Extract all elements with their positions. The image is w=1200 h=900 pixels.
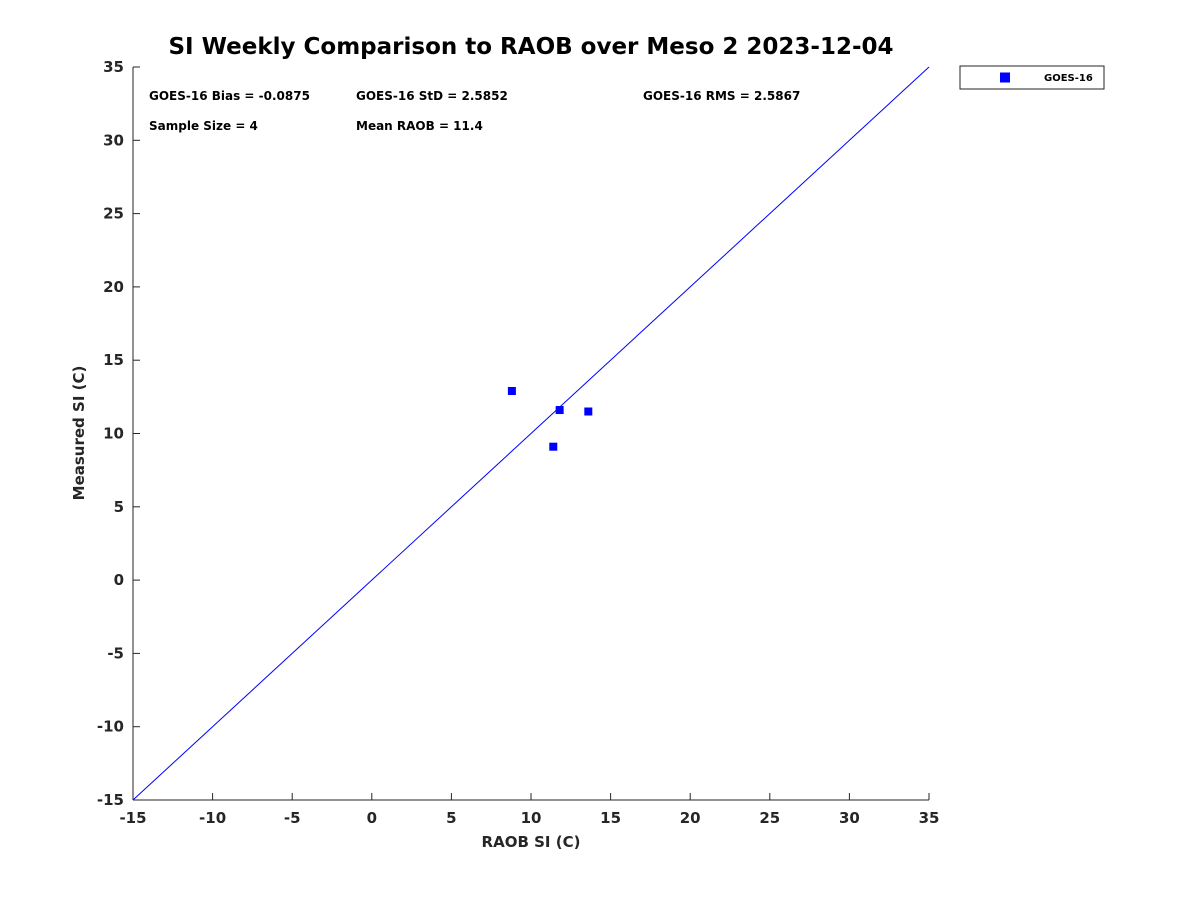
y-tick-label: -5 (107, 644, 124, 662)
x-tick-label: 35 (919, 809, 940, 827)
x-tick-label: 10 (521, 809, 542, 827)
y-tick-label: 15 (103, 351, 124, 369)
std-annotation: GOES-16 StD = 2.5852 (356, 89, 508, 103)
y-tick-label: 20 (103, 278, 124, 296)
x-axis-label: RAOB SI (C) (482, 833, 581, 851)
data-point (549, 442, 558, 451)
one-to-one-line (132, 66, 930, 801)
x-tick-label: 15 (600, 809, 621, 827)
mean-raob-annotation: Mean RAOB = 11.4 (356, 119, 483, 133)
y-axis-label: Measured SI (C) (70, 366, 88, 501)
y-tick-label: -15 (97, 791, 124, 809)
legend-marker-square (1000, 72, 1010, 83)
y-tick-label: 35 (103, 58, 124, 76)
x-tick-label: -15 (119, 809, 146, 827)
data-point (555, 406, 564, 415)
y-tick-label: 10 (103, 425, 124, 443)
x-tick-label: -5 (284, 809, 301, 827)
x-tick-label: 5 (446, 809, 456, 827)
y-axis-ticks: -15 -10 -5 0 5 10 15 20 25 30 35 (97, 58, 140, 809)
y-tick-label: 5 (114, 498, 124, 516)
y-tick-label: 0 (114, 571, 124, 589)
data-point (584, 407, 593, 416)
data-points (507, 386, 593, 451)
x-tick-label: 30 (839, 809, 860, 827)
y-tick-label: 30 (103, 131, 124, 149)
legend-label: GOES-16 (1044, 73, 1093, 84)
legend-box (959, 65, 1105, 90)
sample-size-annotation: Sample Size = 4 (149, 119, 258, 133)
y-tick-label: 25 (103, 205, 124, 223)
x-tick-label: 0 (367, 809, 377, 827)
rms-annotation: GOES-16 RMS = 2.5867 (643, 89, 800, 103)
x-tick-label: -10 (199, 809, 226, 827)
y-tick-label: -10 (97, 718, 124, 736)
x-tick-label: 20 (680, 809, 701, 827)
x-tick-label: 25 (759, 809, 780, 827)
data-point (507, 386, 516, 395)
x-axis-ticks: -15 -10 -5 0 5 10 15 20 25 30 35 (119, 793, 939, 827)
chart-title: SI Weekly Comparison to RAOB over Meso 2… (168, 34, 893, 60)
bias-annotation: GOES-16 Bias = -0.0875 (149, 89, 310, 103)
legend: GOES-16 (959, 65, 1105, 90)
